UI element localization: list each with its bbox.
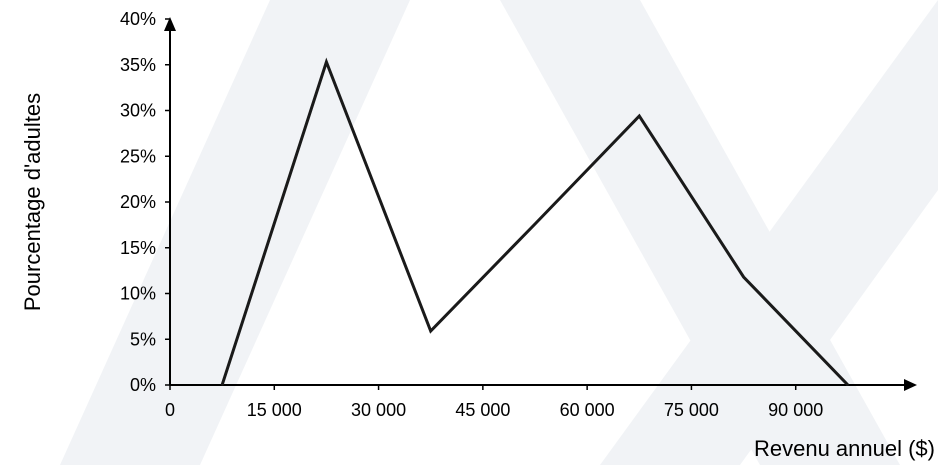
y-tick-label: 40% (120, 9, 156, 29)
x-tick-label: 30 000 (351, 400, 406, 420)
y-tick-label: 20% (120, 192, 156, 212)
watermark-stripe-right (600, 0, 938, 465)
x-tick-label: 60 000 (560, 400, 615, 420)
y-axis-title: Pourcentage d'adultes (20, 93, 45, 311)
y-tick-label: 10% (120, 284, 156, 304)
data-point (847, 384, 849, 386)
axes (164, 17, 917, 391)
data-point (742, 276, 745, 278)
plot-area (220, 57, 849, 387)
watermark-stripe-left (60, 0, 410, 465)
data-point (221, 384, 223, 386)
y-tick-label: 25% (120, 146, 156, 166)
y-tick-label: 5% (130, 329, 156, 349)
y-tick-label: 30% (120, 101, 156, 121)
y-tick-label: 15% (120, 238, 156, 258)
x-tick-label: 15 000 (247, 400, 302, 420)
y-axis-arrow (164, 17, 176, 31)
y-tick-label: 0% (130, 375, 156, 395)
x-tick-label: 90 000 (768, 400, 823, 420)
data-point (534, 223, 536, 225)
watermark (60, 0, 938, 465)
data-point (429, 330, 432, 332)
x-tick-label: 0 (165, 400, 175, 420)
x-tick-label: 45 000 (455, 400, 510, 420)
data-point (638, 115, 641, 117)
y-tick-label: 35% (120, 55, 156, 75)
x-axis-title: Revenu annuel ($) (754, 436, 935, 461)
data-point (325, 61, 328, 63)
x-tick-label: 75 000 (664, 400, 719, 420)
x-axis-arrow (904, 379, 917, 391)
ticks: 0% 5% 10% 15% 20% 25% 30% 35% 40% 0 15 000 30 000 45… (120, 9, 823, 420)
